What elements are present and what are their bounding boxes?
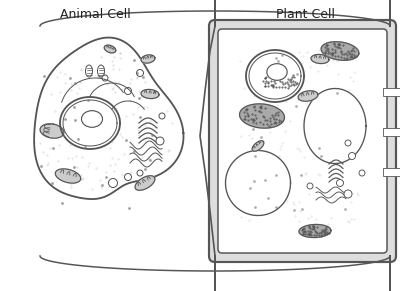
Circle shape: [124, 173, 132, 180]
Polygon shape: [311, 54, 329, 63]
Polygon shape: [135, 176, 155, 190]
Text: Plant Cell: Plant Cell: [276, 8, 334, 20]
Polygon shape: [210, 0, 400, 43]
Circle shape: [359, 170, 365, 176]
FancyBboxPatch shape: [209, 20, 396, 262]
Ellipse shape: [267, 64, 287, 80]
Circle shape: [108, 178, 118, 187]
Ellipse shape: [86, 65, 92, 77]
Bar: [383, 168, 400, 176]
Bar: [383, 88, 400, 96]
Polygon shape: [321, 42, 359, 60]
Polygon shape: [55, 169, 81, 183]
Polygon shape: [240, 104, 284, 128]
Circle shape: [102, 75, 108, 81]
Text: Animal Cell: Animal Cell: [60, 8, 130, 20]
Circle shape: [307, 183, 313, 189]
Circle shape: [345, 140, 351, 146]
Polygon shape: [298, 91, 318, 101]
Polygon shape: [141, 89, 159, 99]
Polygon shape: [226, 150, 290, 216]
Polygon shape: [252, 141, 264, 151]
Bar: [383, 128, 400, 136]
Circle shape: [344, 190, 352, 198]
Ellipse shape: [98, 65, 104, 77]
Circle shape: [136, 70, 144, 77]
Polygon shape: [34, 38, 184, 199]
FancyBboxPatch shape: [218, 29, 387, 253]
Polygon shape: [40, 124, 64, 138]
Polygon shape: [141, 55, 155, 63]
Ellipse shape: [82, 111, 102, 127]
Polygon shape: [260, 71, 300, 91]
Polygon shape: [210, 229, 400, 291]
Polygon shape: [104, 45, 116, 53]
Circle shape: [156, 137, 164, 145]
Polygon shape: [60, 97, 120, 149]
Polygon shape: [246, 50, 304, 102]
Polygon shape: [304, 88, 366, 164]
Circle shape: [348, 152, 356, 159]
Circle shape: [137, 170, 143, 176]
Circle shape: [159, 113, 165, 119]
Circle shape: [336, 180, 344, 187]
Circle shape: [124, 88, 132, 95]
Polygon shape: [299, 224, 331, 237]
